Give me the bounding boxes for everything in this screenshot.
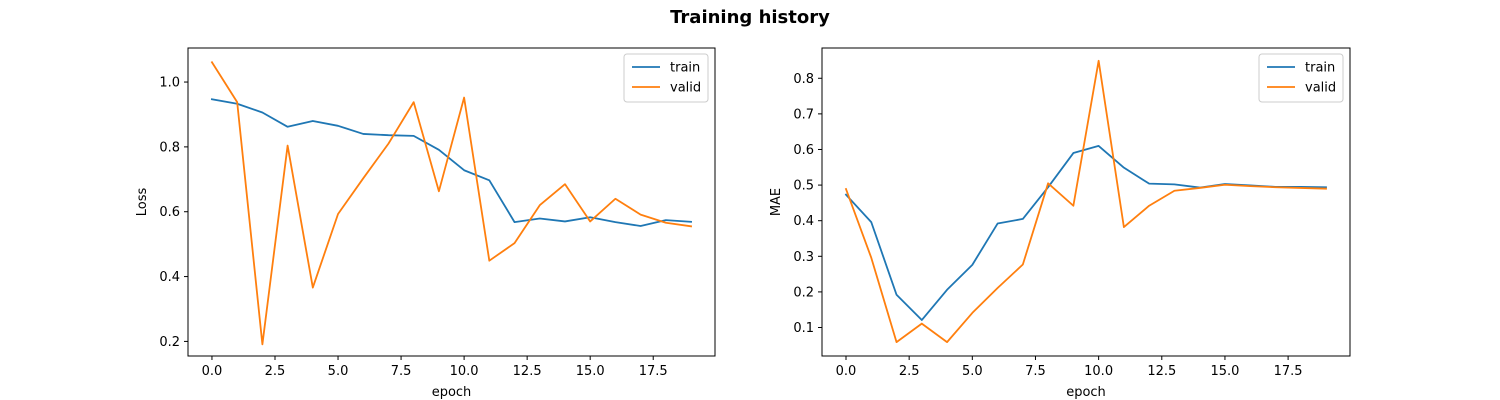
loss-train-line: [210, 98, 693, 227]
mae-valid-line: [844, 59, 1327, 344]
mae-y-tick-label: 0.8: [793, 72, 814, 87]
loss-x-tick-label: 5.0: [328, 364, 349, 379]
mae-y-tick-label: 0.2: [793, 285, 814, 300]
loss-legend: train valid: [623, 53, 709, 103]
loss-y-tick-label: 0.8: [159, 140, 180, 155]
loss-x-tick-label: 2.5: [265, 364, 286, 379]
mae-legend-box: [1258, 53, 1344, 103]
loss-x-axis-label: epoch: [432, 385, 472, 400]
mae-x-tick-label: 0.0: [836, 364, 857, 379]
mae-legend: train valid: [1258, 53, 1344, 103]
mae-axes-frame: [821, 47, 1351, 357]
loss-y-tick-label: 1.0: [159, 76, 180, 91]
loss-y-tick-label: 0.6: [159, 205, 180, 220]
loss-legend-box: [623, 53, 709, 103]
mae-y-tick-label: 0.3: [793, 250, 814, 265]
loss-y-axis-label: Loss: [135, 188, 150, 217]
mae-x-tick-label: 5.0: [962, 364, 983, 379]
loss-x-tick-label: 12.5: [513, 364, 542, 379]
mae-x-tick-label: 17.5: [1274, 364, 1303, 379]
loss-series-group: [210, 61, 693, 346]
loss-x-tick-label: 0.0: [202, 364, 223, 379]
mae-y-tick-label: 0.1: [793, 321, 814, 336]
mae-x-axis-label: epoch: [1066, 385, 1106, 400]
mae-legend-label-train: train: [1305, 61, 1335, 76]
loss-subplot: 0.0 2.5 5.0 7.5 10.0 12.5 15.0 17.5 0.2 0.4 0.6 0.8…: [135, 47, 716, 400]
mae-y-tick-label: 0.4: [793, 214, 814, 229]
loss-x-tick-label: 15.0: [576, 364, 605, 379]
loss-x-tick-label: 17.5: [639, 364, 668, 379]
mae-y-axis-label: MAE: [769, 188, 784, 216]
mae-x-tick-label: 12.5: [1147, 364, 1176, 379]
mae-series-group: [844, 59, 1327, 344]
mae-y-tick-label: 0.7: [793, 107, 814, 122]
loss-valid-line: [210, 61, 693, 346]
mae-y-tick-label: 0.5: [793, 179, 814, 194]
mae-x-tick-label: 15.0: [1210, 364, 1239, 379]
mae-subplot: 0.0 2.5 5.0 7.5 10.0 12.5 15.0 17.5 0.1 0.2 0.3 0.4…: [769, 47, 1351, 400]
loss-x-tick-label: 7.5: [391, 364, 412, 379]
loss-legend-label-train: train: [670, 61, 700, 76]
mae-x-tick-label: 10.0: [1084, 364, 1113, 379]
figure-title: Training history: [670, 7, 830, 28]
loss-legend-label-valid: valid: [670, 81, 701, 96]
mae-y-tick-label: 0.6: [793, 143, 814, 158]
loss-x-tick-label: 10.0: [450, 364, 479, 379]
loss-y-tick-label: 0.4: [159, 270, 180, 285]
mae-legend-label-valid: valid: [1305, 81, 1336, 96]
loss-y-tick-label: 0.2: [159, 335, 180, 350]
mae-x-tick-label: 7.5: [1025, 364, 1046, 379]
loss-axes-frame: [187, 47, 716, 357]
mae-x-tick-label: 2.5: [899, 364, 920, 379]
